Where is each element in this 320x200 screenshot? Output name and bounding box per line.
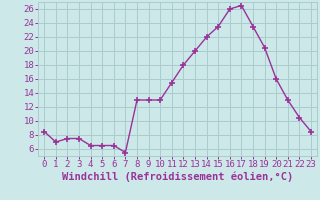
X-axis label: Windchill (Refroidissement éolien,°C): Windchill (Refroidissement éolien,°C) xyxy=(62,172,293,182)
